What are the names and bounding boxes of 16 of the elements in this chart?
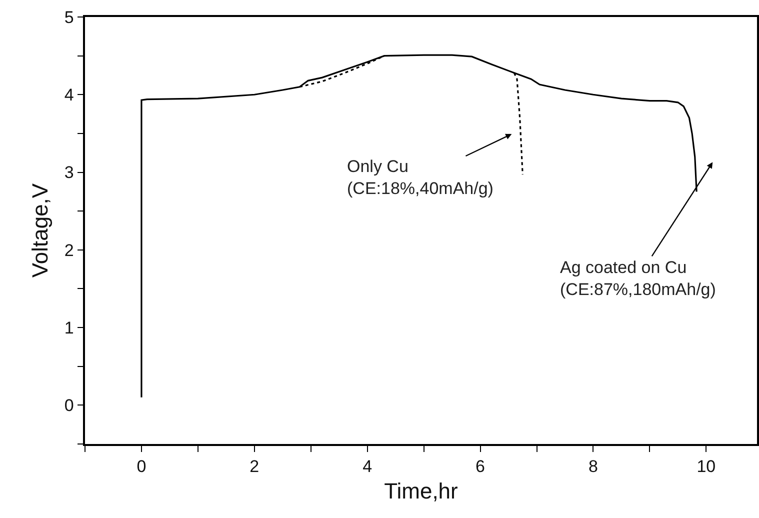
- annotation: Ag coated on Cu (CE:87%,180mAh/g): [560, 258, 716, 300]
- y-tick-label: 5: [64, 8, 74, 27]
- y-tick-label: 3: [64, 163, 74, 182]
- x-tick-label: 0: [136, 457, 146, 476]
- annotation: Only Cu (CE:18%,40mAh/g): [347, 157, 494, 198]
- x-tick-label: 10: [696, 457, 716, 476]
- x-axis-title: Time,hr: [384, 478, 458, 504]
- y-tick-label: 1: [64, 318, 74, 338]
- y-tick-label: 0: [64, 396, 74, 416]
- x-tick-label: 4: [362, 457, 372, 476]
- y-axis-title: Voltage,V: [28, 183, 53, 278]
- y-tick-label: 4: [64, 86, 74, 105]
- x-tick-label: 6: [476, 457, 486, 476]
- x-tick-label: 2: [250, 457, 260, 476]
- y-tick-label: 2: [64, 240, 74, 260]
- x-tick-label: 8: [588, 457, 598, 476]
